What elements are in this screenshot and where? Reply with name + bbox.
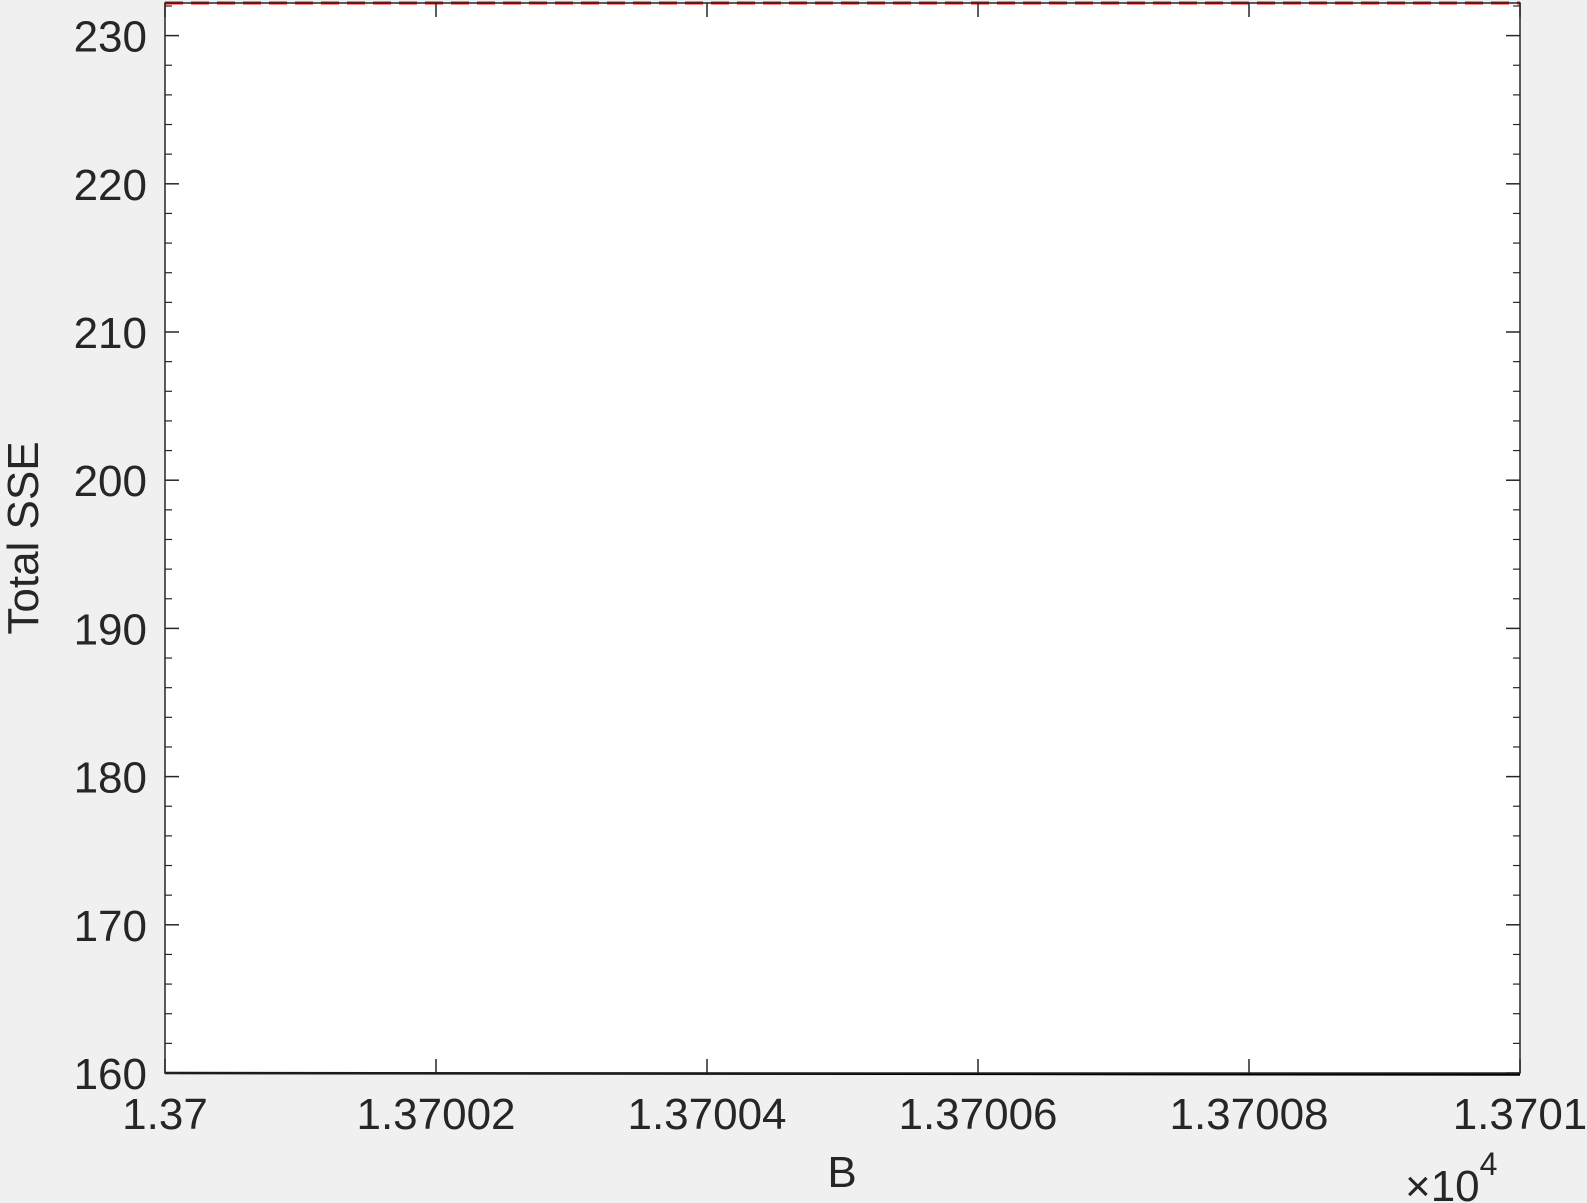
y-tick-label: 220 — [74, 161, 147, 210]
plot-area — [165, 3, 1520, 1073]
tick-labels: 1.37 1.37002 1.37004 1.37006 1.37008 1.3701 16… — [74, 13, 1587, 1139]
y-tick-label: 190 — [74, 605, 147, 654]
x-tick-label: 1.37004 — [627, 1090, 786, 1139]
x-tick-label: 1.3701 — [1453, 1090, 1587, 1139]
axes-box — [164, 2, 1521, 1074]
x-exponent-label: ×104 — [1405, 1146, 1497, 1203]
x-exponent-base: ×10 — [1405, 1162, 1480, 1203]
x-exponent-power: 4 — [1480, 1146, 1498, 1182]
y-tick-label: 160 — [74, 1050, 147, 1099]
y-axis-title: Total SSE — [0, 441, 48, 634]
y-tick-label: 170 — [74, 902, 147, 951]
y-tick-label: 200 — [74, 457, 147, 506]
x-tick-label: 1.37008 — [1169, 1090, 1328, 1139]
x-tick-label: 1.37002 — [356, 1090, 515, 1139]
x-axis-title: B — [827, 1148, 856, 1197]
y-tick-label: 180 — [74, 754, 147, 803]
y-tick-label: 210 — [74, 309, 147, 358]
x-tick-label: 1.37 — [122, 1090, 208, 1139]
y-tick-label: 230 — [74, 13, 147, 62]
x-tick-label: 1.37006 — [898, 1090, 1057, 1139]
